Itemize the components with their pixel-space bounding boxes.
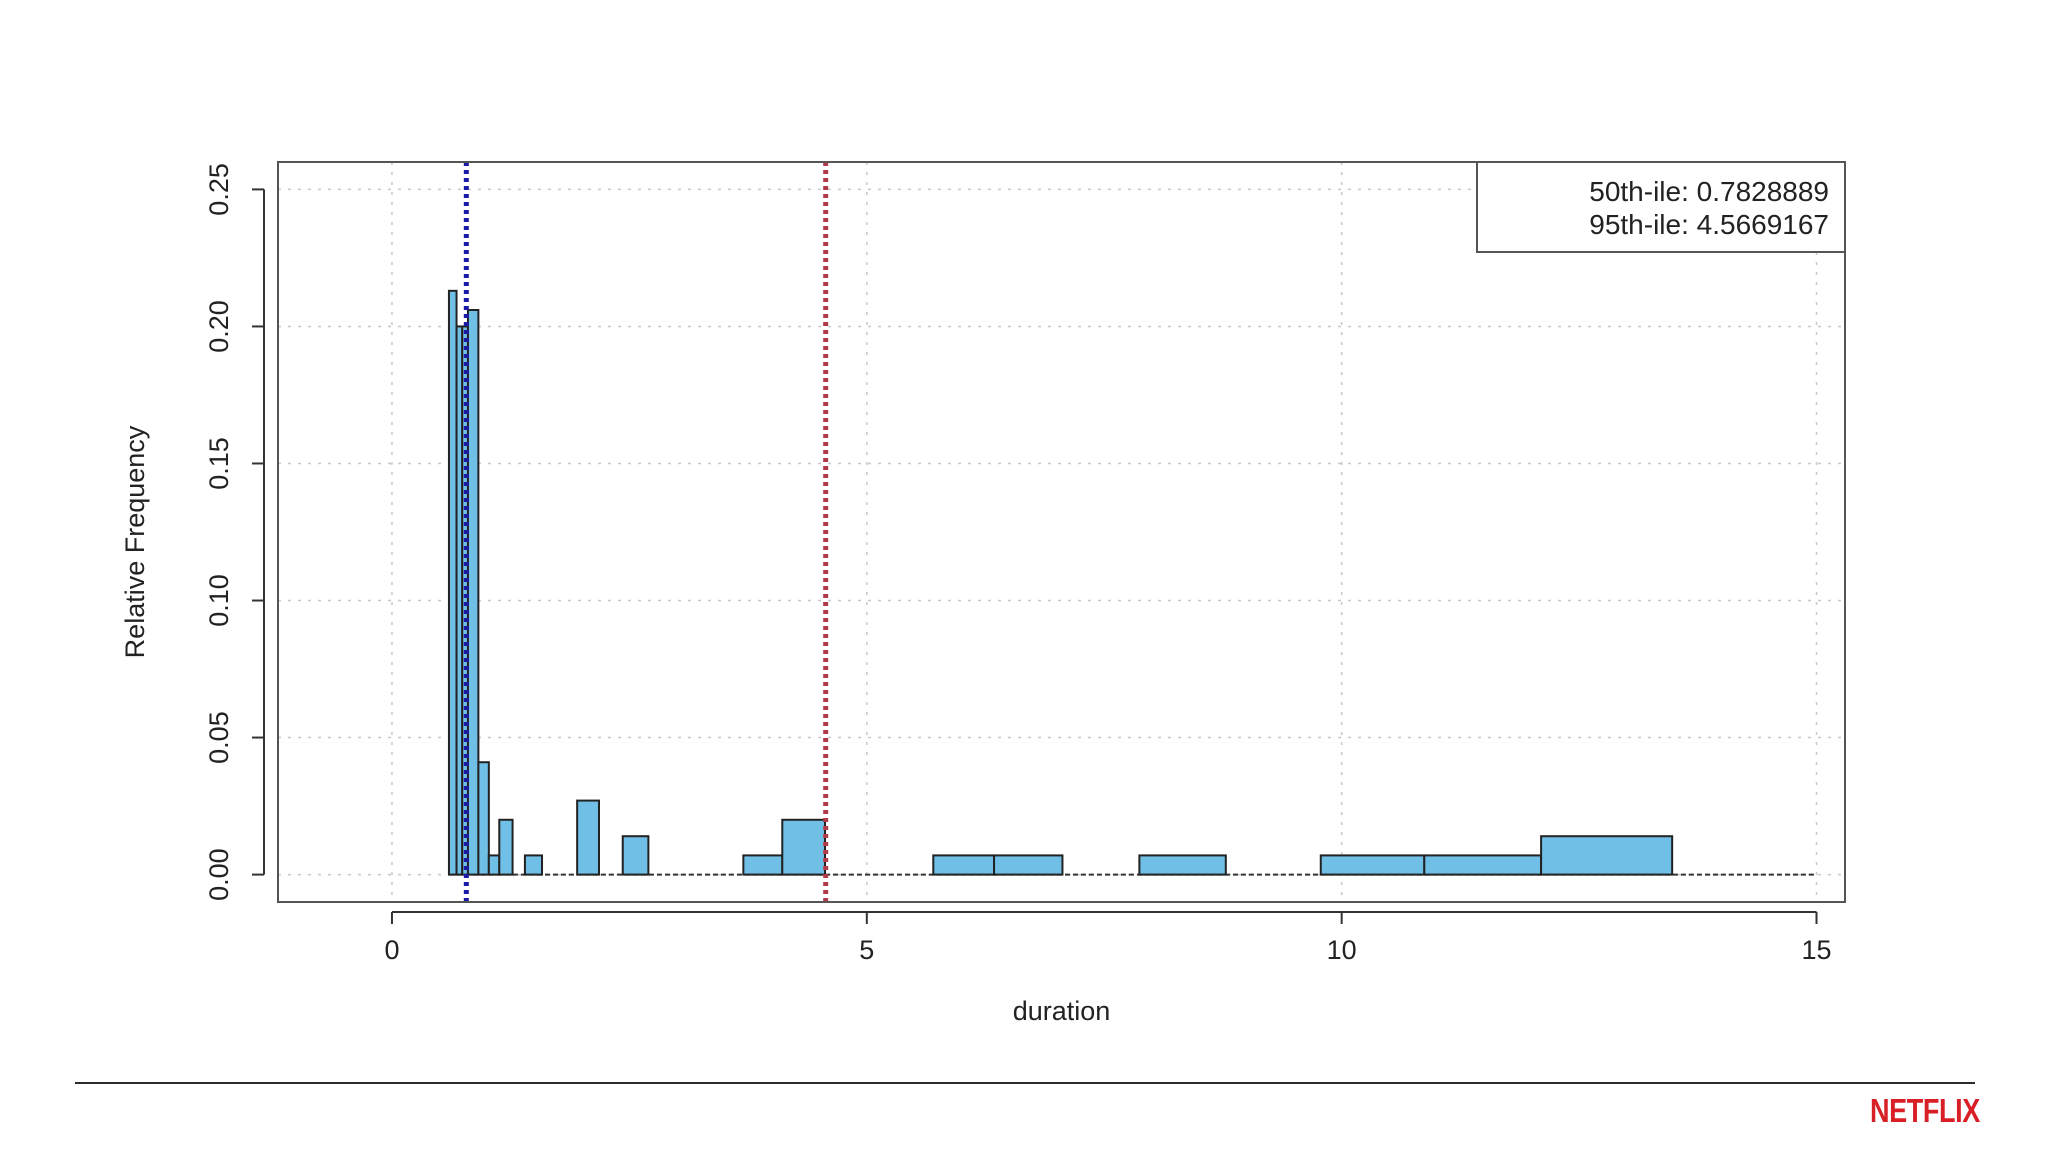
legend-entry-50th: 50th-ile: 0.7828889 bbox=[1589, 176, 1829, 207]
histogram-bar bbox=[447, 289, 458, 876]
histogram-bar bbox=[993, 854, 1064, 876]
y-tick-label: 0.25 bbox=[204, 163, 234, 216]
histogram-bar bbox=[1540, 835, 1674, 876]
histogram-bar bbox=[498, 818, 514, 876]
y-axis: 0.00 0.05 0.10 0.15 0.20 0.25 bbox=[204, 163, 265, 901]
x-tick-label: 15 bbox=[1801, 935, 1831, 965]
histogram-bar bbox=[932, 854, 996, 876]
legend-box: 50th-ile: 0.7828889 95th-ile: 4.5669167 bbox=[1476, 161, 1846, 253]
x-tick-label: 10 bbox=[1327, 935, 1357, 965]
netflix-logo: NETFLIX bbox=[1870, 1092, 1980, 1129]
legend-entry-95th: 95th-ile: 4.5669167 bbox=[1589, 209, 1829, 240]
histogram-bar bbox=[781, 818, 827, 876]
y-axis-label: Relative Frequency bbox=[120, 425, 150, 658]
grid-lines bbox=[278, 162, 1845, 902]
x-tick-label: 0 bbox=[384, 935, 399, 965]
y-tick-label: 0.20 bbox=[204, 300, 234, 353]
y-tick-label: 0.00 bbox=[204, 848, 234, 901]
x-tick-label: 5 bbox=[859, 935, 874, 965]
x-axis-label: duration bbox=[1013, 996, 1111, 1026]
histogram-bar bbox=[621, 835, 650, 876]
y-tick-label: 0.05 bbox=[204, 711, 234, 764]
histogram-bar bbox=[523, 854, 544, 876]
x-axis: 0 5 10 15 bbox=[384, 911, 1832, 965]
histogram-bar bbox=[576, 799, 600, 876]
histogram-bars bbox=[447, 289, 1817, 876]
histogram-bar bbox=[466, 309, 480, 876]
plot-frame bbox=[277, 161, 1846, 903]
legend-frame bbox=[1476, 161, 1846, 253]
y-tick-label: 0.15 bbox=[204, 437, 234, 490]
histogram-bar bbox=[477, 761, 490, 876]
histogram-bar bbox=[1319, 854, 1426, 876]
histogram-bar bbox=[1423, 854, 1543, 876]
percentile-lines bbox=[463, 162, 829, 902]
y-tick-label: 0.10 bbox=[204, 574, 234, 627]
histogram-bar bbox=[487, 854, 501, 876]
histogram-bar bbox=[1138, 854, 1227, 876]
histogram-bar bbox=[742, 854, 784, 876]
footer-divider bbox=[75, 1082, 1975, 1084]
